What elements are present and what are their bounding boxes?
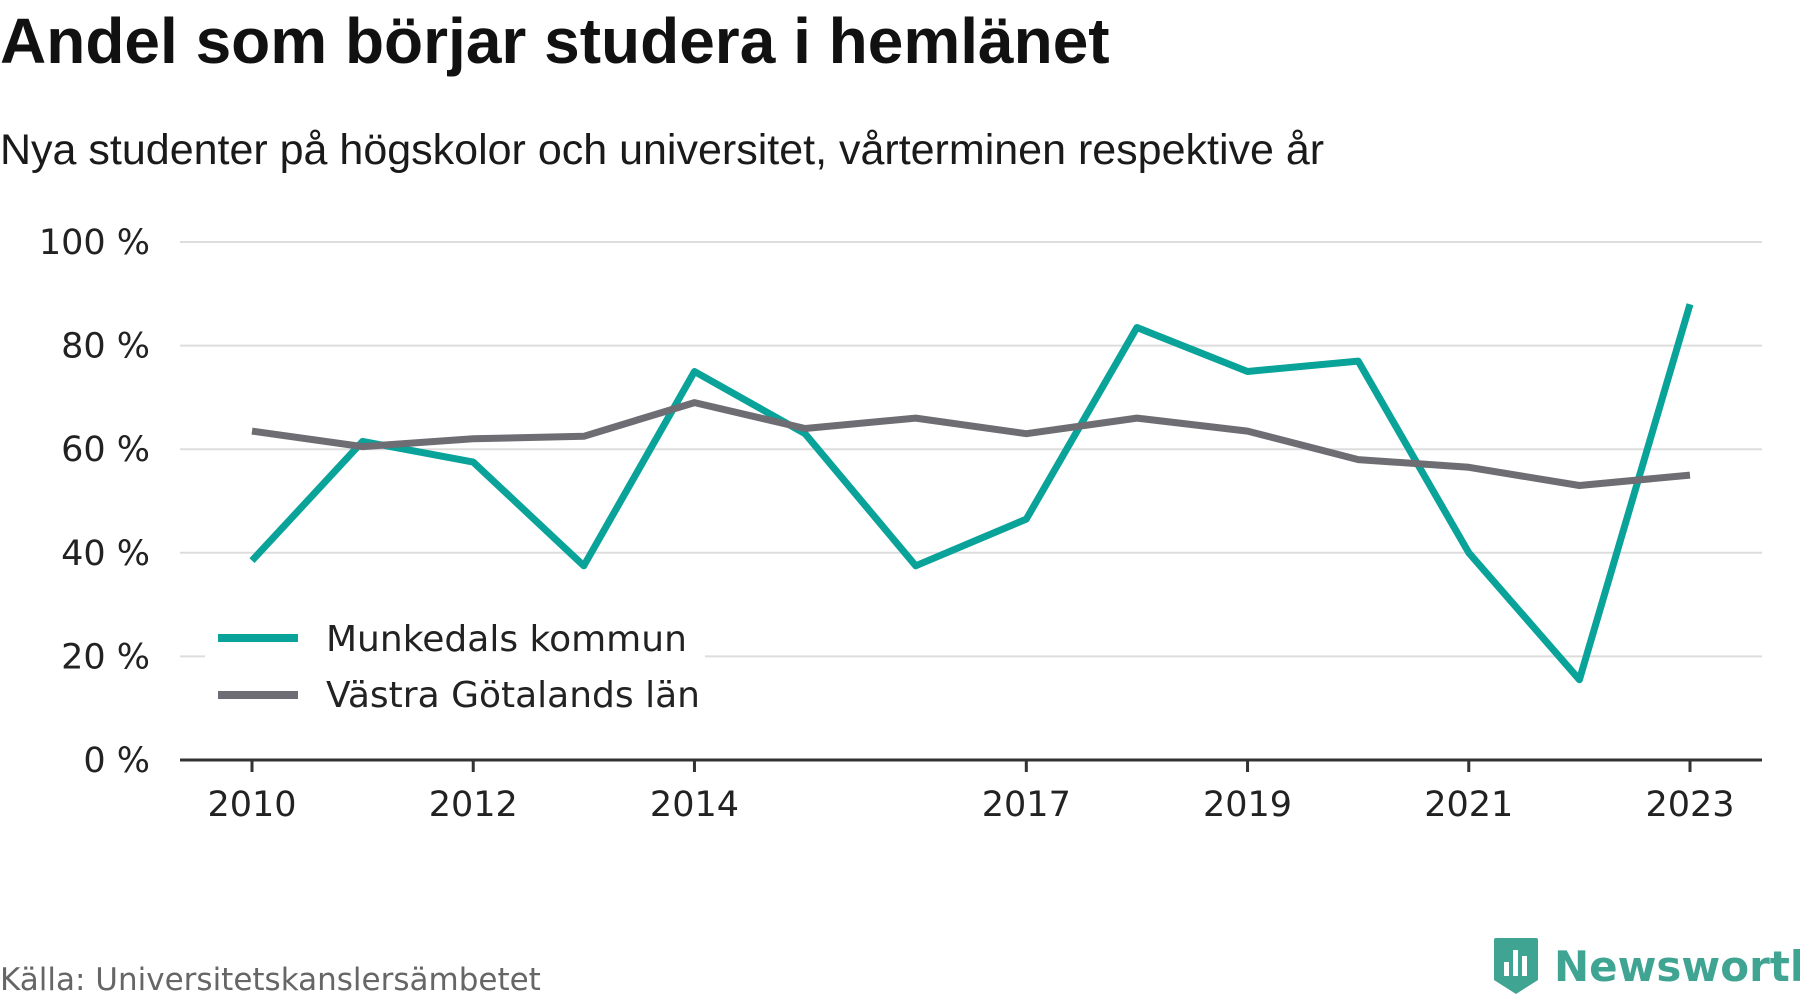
x-axis: 2010 2012 2014 2017 2019 2021 2023 <box>180 758 1762 825</box>
series-lines <box>249 303 1694 684</box>
chart-subtitle: Nya studenter på högskolor och universit… <box>0 126 1325 174</box>
y-tick-label: 20 % <box>61 637 150 677</box>
brand-logo: Newsworthy <box>1492 932 1800 1000</box>
x-tick-label: 2014 <box>650 785 739 825</box>
y-axis-ticks: 0 % 20 % 40 % 60 % 80 % 100 % <box>39 223 150 781</box>
x-tick-label: 2021 <box>1424 785 1513 825</box>
x-tick-label: 2017 <box>982 785 1071 825</box>
y-tick-label: 60 % <box>61 430 150 470</box>
legend: Munkedals kommun Västra Götalands län <box>205 610 705 716</box>
series-line-1 <box>251 399 1691 489</box>
y-tick-label: 80 % <box>61 327 150 367</box>
x-tick-label: 2019 <box>1203 785 1292 825</box>
legend-label-vastra-gotaland: Västra Götalands län <box>326 675 700 716</box>
brand-name: Newsworthy <box>1554 941 1800 991</box>
source-note: Källa: Universitetskanslersämbetet <box>0 962 541 998</box>
chart-title: Andel som börjar studera i hemlänet <box>0 5 1110 77</box>
y-tick-label: 100 % <box>39 223 150 263</box>
x-tick-label: 2012 <box>429 785 518 825</box>
newsworthy-logo-icon <box>1494 938 1538 994</box>
series-line-0 <box>249 303 1694 684</box>
x-tick-label: 2023 <box>1645 785 1734 825</box>
x-tick-label: 2010 <box>207 785 296 825</box>
legend-label-munkedal: Munkedals kommun <box>326 619 687 660</box>
y-tick-label: 40 % <box>61 534 150 574</box>
y-tick-label: 0 % <box>83 741 150 781</box>
